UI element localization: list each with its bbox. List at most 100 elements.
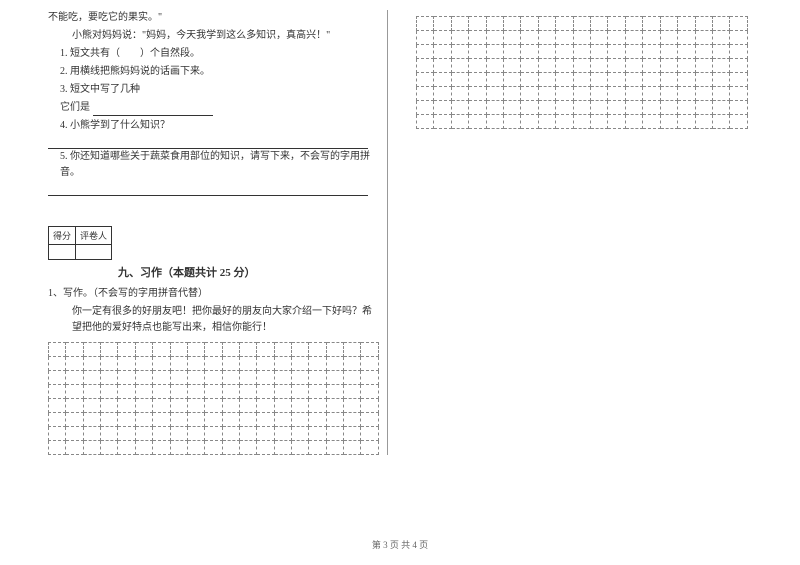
writing-grid-right[interactable] xyxy=(416,16,748,129)
grid-cell[interactable] xyxy=(274,441,291,455)
grid-cell[interactable] xyxy=(292,371,309,385)
grid-cell[interactable] xyxy=(239,357,256,371)
grid-cell[interactable] xyxy=(326,413,343,427)
grid-cell[interactable] xyxy=(643,101,660,115)
grid-cell[interactable] xyxy=(451,115,468,129)
grid-cell[interactable] xyxy=(292,343,309,357)
grid-cell[interactable] xyxy=(257,441,274,455)
grid-cell[interactable] xyxy=(643,59,660,73)
grid-cell[interactable] xyxy=(170,427,187,441)
grid-cell[interactable] xyxy=(187,357,204,371)
grid-cell[interactable] xyxy=(556,101,573,115)
grid-cell[interactable] xyxy=(344,385,361,399)
grid-cell[interactable] xyxy=(608,87,625,101)
grid-cell[interactable] xyxy=(118,385,135,399)
grid-cell[interactable] xyxy=(417,73,434,87)
grid-cell[interactable] xyxy=(660,73,677,87)
grid-cell[interactable] xyxy=(486,59,503,73)
grid-cell[interactable] xyxy=(187,399,204,413)
grid-cell[interactable] xyxy=(643,73,660,87)
grid-cell[interactable] xyxy=(118,413,135,427)
grid-cell[interactable] xyxy=(326,427,343,441)
grid-cell[interactable] xyxy=(556,87,573,101)
grid-cell[interactable] xyxy=(538,73,555,87)
grid-cell[interactable] xyxy=(239,441,256,455)
grid-cell[interactable] xyxy=(257,413,274,427)
grid-cell[interactable] xyxy=(257,357,274,371)
grid-cell[interactable] xyxy=(730,31,748,45)
grid-cell[interactable] xyxy=(538,87,555,101)
grid-cell[interactable] xyxy=(292,413,309,427)
grid-cell[interactable] xyxy=(118,441,135,455)
grid-cell[interactable] xyxy=(678,45,695,59)
grid-cell[interactable] xyxy=(504,31,521,45)
grid-cell[interactable] xyxy=(643,31,660,45)
grid-cell[interactable] xyxy=(556,73,573,87)
grid-cell[interactable] xyxy=(83,371,100,385)
grid-cell[interactable] xyxy=(486,17,503,31)
grid-cell[interactable] xyxy=(625,31,642,45)
grid-cell[interactable] xyxy=(49,371,66,385)
grid-cell[interactable] xyxy=(504,115,521,129)
grid-cell[interactable] xyxy=(118,371,135,385)
answer-blank-1[interactable] xyxy=(93,105,213,116)
grid-cell[interactable] xyxy=(643,45,660,59)
grid-cell[interactable] xyxy=(521,101,538,115)
grid-cell[interactable] xyxy=(361,343,379,357)
grid-cell[interactable] xyxy=(643,87,660,101)
grid-cell[interactable] xyxy=(101,357,118,371)
grid-cell[interactable] xyxy=(170,385,187,399)
grid-cell[interactable] xyxy=(521,115,538,129)
grid-cell[interactable] xyxy=(625,115,642,129)
grid-cell[interactable] xyxy=(101,399,118,413)
grid-cell[interactable] xyxy=(469,17,486,31)
grid-cell[interactable] xyxy=(153,399,170,413)
grid-cell[interactable] xyxy=(730,101,748,115)
grid-cell[interactable] xyxy=(66,343,83,357)
grid-cell[interactable] xyxy=(660,87,677,101)
grid-cell[interactable] xyxy=(712,101,729,115)
grid-cell[interactable] xyxy=(49,399,66,413)
grid-cell[interactable] xyxy=(625,101,642,115)
grid-cell[interactable] xyxy=(274,413,291,427)
grid-cell[interactable] xyxy=(239,399,256,413)
grid-cell[interactable] xyxy=(591,45,608,59)
grid-cell[interactable] xyxy=(257,399,274,413)
grid-cell[interactable] xyxy=(625,87,642,101)
grid-cell[interactable] xyxy=(608,101,625,115)
grid-cell[interactable] xyxy=(730,45,748,59)
grid-cell[interactable] xyxy=(309,357,326,371)
grid-cell[interactable] xyxy=(573,31,590,45)
grid-cell[interactable] xyxy=(556,115,573,129)
grid-cell[interactable] xyxy=(451,73,468,87)
grid-cell[interactable] xyxy=(712,45,729,59)
grid-cell[interactable] xyxy=(591,115,608,129)
grid-cell[interactable] xyxy=(222,413,239,427)
grid-cell[interactable] xyxy=(695,17,712,31)
grid-cell[interactable] xyxy=(309,441,326,455)
grid-cell[interactable] xyxy=(118,427,135,441)
grid-cell[interactable] xyxy=(153,385,170,399)
grid-cell[interactable] xyxy=(504,87,521,101)
grid-cell[interactable] xyxy=(344,441,361,455)
grid-cell[interactable] xyxy=(573,73,590,87)
grid-cell[interactable] xyxy=(326,371,343,385)
grid-cell[interactable] xyxy=(222,441,239,455)
grid-cell[interactable] xyxy=(49,385,66,399)
grid-cell[interactable] xyxy=(451,31,468,45)
grid-cell[interactable] xyxy=(434,45,451,59)
grid-cell[interactable] xyxy=(556,59,573,73)
grid-cell[interactable] xyxy=(712,73,729,87)
grid-cell[interactable] xyxy=(153,427,170,441)
grid-cell[interactable] xyxy=(274,371,291,385)
grid-cell[interactable] xyxy=(222,371,239,385)
grid-cell[interactable] xyxy=(591,101,608,115)
grid-cell[interactable] xyxy=(660,17,677,31)
grid-cell[interactable] xyxy=(118,343,135,357)
grid-cell[interactable] xyxy=(239,343,256,357)
grid-cell[interactable] xyxy=(118,357,135,371)
grid-cell[interactable] xyxy=(660,31,677,45)
grid-cell[interactable] xyxy=(361,371,379,385)
grid-cell[interactable] xyxy=(573,115,590,129)
grid-cell[interactable] xyxy=(608,59,625,73)
